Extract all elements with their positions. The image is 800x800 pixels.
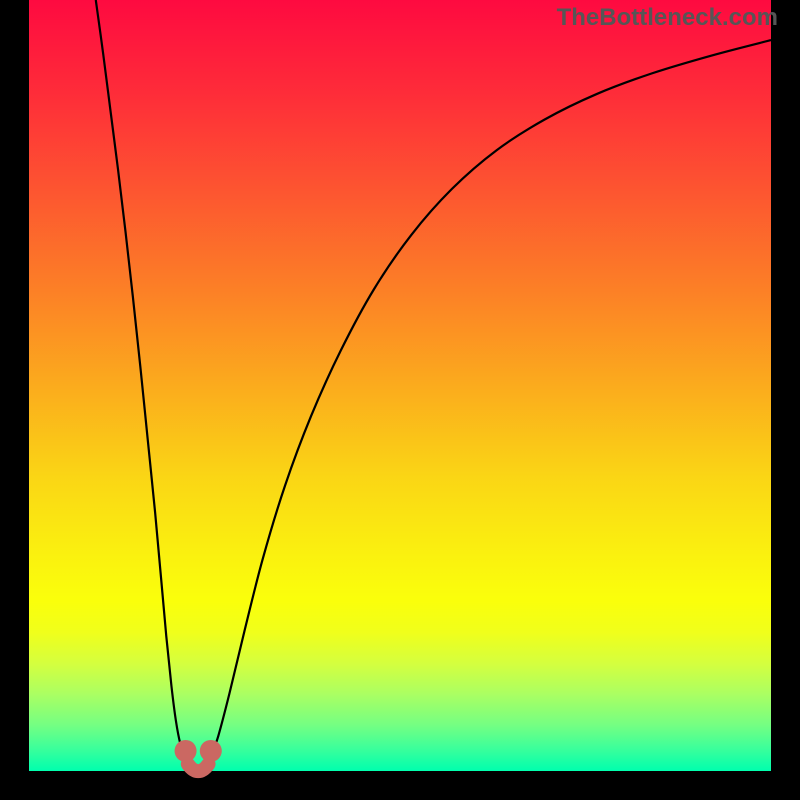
- watermark-text: TheBottleneck.com: [557, 4, 778, 32]
- chart-canvas: TheBottleneck.com: [0, 0, 800, 800]
- curve-layer: [0, 0, 800, 800]
- dip-marker-0: [175, 740, 197, 762]
- curve-left-branch: [96, 0, 185, 756]
- dip-marker-1: [200, 740, 222, 762]
- dip-bridge: [188, 764, 209, 771]
- curve-right-branch: [212, 40, 771, 755]
